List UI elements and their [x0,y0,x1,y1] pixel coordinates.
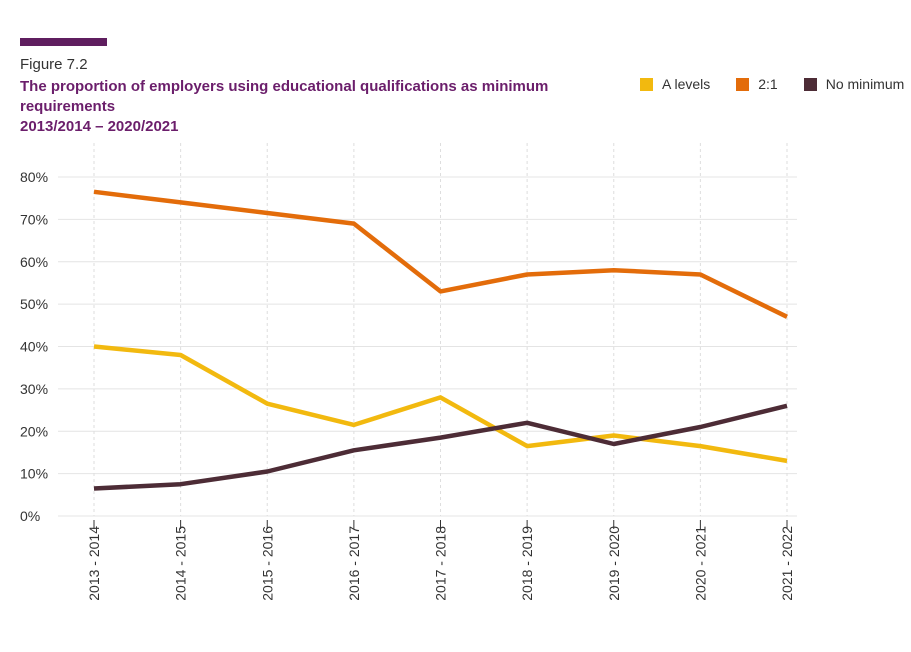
y-tick-label: 10% [20,466,48,482]
chart-series [93,189,788,491]
legend-label-2-1: 2:1 [758,76,778,92]
x-tick-label: 2016 - 2017 [346,526,362,601]
x-tick-label: 2020 - 2021 [692,526,708,601]
y-tick-label: 20% [20,423,48,439]
x-tick-label: 2019 - 2020 [606,526,622,601]
y-tick-label: 70% [20,211,48,227]
figure-label: Figure 7.2 [20,56,88,73]
y-axis-ticks: 0% 10% 20% 30% 40% 50% 60% 70% 80% [20,169,48,524]
figure-accent-bar [20,38,107,46]
y-tick-label: 0% [20,508,40,524]
x-tick-label: 2015 - 2016 [259,526,275,601]
chart-title: The proportion of employers using educat… [20,77,630,137]
x-tick-label: 2018 - 2019 [519,526,535,601]
series-line-no-minimum [93,403,788,491]
chart-title-line-2: 2013/2014 – 2020/2021 [20,118,179,135]
x-tick-label: 2017 - 2018 [433,526,449,601]
legend-label-a-levels: A levels [662,76,711,92]
legend-swatch-2-1 [736,77,750,91]
x-tick-label: 2013 - 2014 [86,526,102,601]
x-axis-ticks: 2013 - 2014 2014 - 2015 2015 - 2016 2016 - … [86,520,795,601]
legend-item-2-1: 2:1 [736,76,778,92]
legend-label-no-minimum: No minimum [825,76,905,92]
y-tick-label: 80% [20,169,48,185]
legend-item-no-minimum: No minimum [803,76,905,92]
legend-swatch-a-levels [640,77,653,91]
chart-title-line-1: The proportion of employers using educat… [20,78,549,115]
series-line-2-1 [93,189,788,319]
y-tick-label: 50% [20,296,48,312]
series-line-a-levels [93,344,788,464]
y-tick-label: 60% [20,254,48,270]
legend-swatch-no-minimum [803,77,817,91]
y-tick-label: 40% [20,339,48,355]
y-tick-label: 30% [20,381,48,397]
chart-legend: A levels 2:1 No minimum [640,76,904,92]
chart-gridlines [58,143,797,517]
x-tick-label: 2014 - 2015 [173,526,189,601]
x-tick-label: 2021 - 2022 [779,526,795,601]
legend-item-a-levels: A levels [640,76,710,92]
